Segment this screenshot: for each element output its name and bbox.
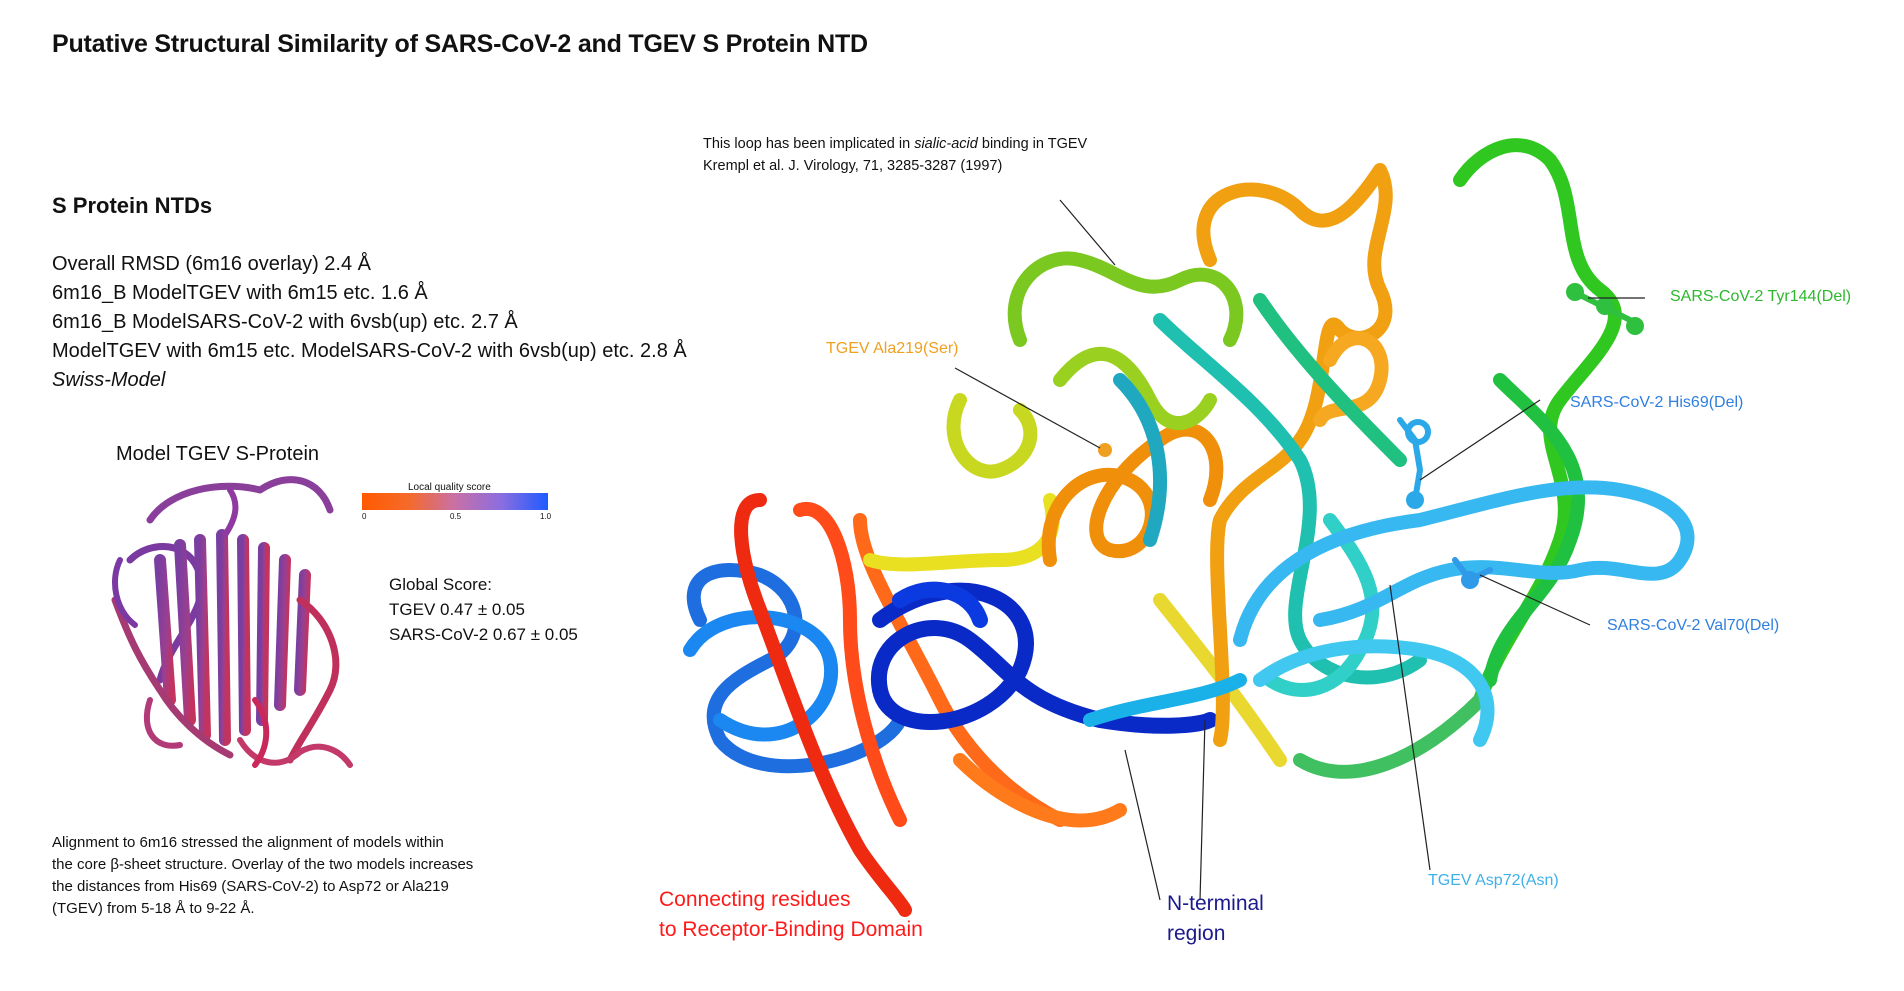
label-val70: SARS-CoV-2 Val70(Del) <box>1607 617 1780 634</box>
note-line: the core β-sheet structure. Overlay of t… <box>52 856 474 873</box>
ntd-overlay-structure <box>683 138 1695 917</box>
label-asp72: TGEV Asp72(Asn) <box>1428 872 1559 889</box>
rmsd-overall: Overall RMSD (6m16 overlay) 2.4 Å <box>52 253 371 275</box>
quality-scale-title: Local quality score <box>408 482 491 493</box>
model-title: Model TGEV S-Protein <box>116 443 320 465</box>
alignment-note: Alignment to 6m16 stressed the alignment… <box>52 832 473 920</box>
label-his69: SARS-CoV-2 His69(Del) <box>1570 394 1744 411</box>
label-tyr144: SARS-CoV-2 Tyr144(Del) <box>1670 288 1852 305</box>
quality-tick-0: 0 <box>362 512 367 521</box>
loop-note-text: binding in TGEV <box>977 136 1088 152</box>
note-line: Alignment to 6m16 stressed the alignment… <box>52 834 444 851</box>
loop-note-text: This loop has been implicated in <box>703 136 915 152</box>
global-score-sars: SARS-CoV-2 0.67 ± 0.05 <box>389 625 578 644</box>
label-connecting-residues: Connecting residues to Receptor-Binding … <box>659 885 923 945</box>
nterm-line-1: N-terminal <box>1167 892 1264 915</box>
global-score: Global Score: TGEV 0.47 ± 0.05 SARS-CoV-… <box>389 572 578 647</box>
rmsd-models: ModelTGEV with 6m15 etc. ModelSARS-CoV-2… <box>52 340 687 362</box>
nterm-line-2: region <box>1167 922 1226 945</box>
connecting-line-1: Connecting residues <box>659 888 851 911</box>
global-score-tgev: TGEV 0.47 ± 0.05 <box>389 600 525 619</box>
method-source: Swiss-Model <box>52 369 166 391</box>
loop-annotation: This loop has been implicated in sialic-… <box>703 133 1087 177</box>
label-ala219: TGEV Ala219(Ser) <box>826 340 959 357</box>
note-line: (TGEV) from 5-18 Å to 9-22 Å. <box>52 900 255 917</box>
loop-note-citation: Krempl et al. J. Virology, 71, 3285-3287… <box>703 158 1003 174</box>
section-heading: S Protein NTDs <box>52 193 213 218</box>
connecting-line-2: to Receptor-Binding Domain <box>659 918 923 941</box>
rmsd-sars: 6m16_B ModelSARS-CoV-2 with 6vsb(up) etc… <box>52 311 518 333</box>
page-title: Putative Structural Similarity of SARS-C… <box>52 30 868 58</box>
quality-color-bar <box>362 493 548 510</box>
global-score-title: Global Score: <box>389 575 492 594</box>
tgev-model-image <box>111 476 353 768</box>
rmsd-tgev: 6m16_B ModelTGEV with 6m15 etc. 1.6 Å <box>52 282 428 304</box>
annotation-leader-lines <box>954 199 1645 901</box>
quality-tick-mid: 0.5 <box>450 512 462 521</box>
label-n-terminal: N-terminal region <box>1167 889 1264 949</box>
quality-tick-1: 1.0 <box>540 512 552 521</box>
rmsd-stats: Overall RMSD (6m16 overlay) 2.4 Å 6m16_B… <box>52 250 687 395</box>
loop-note-emphasis: sialic-acid <box>914 136 978 152</box>
note-line: the distances from His69 (SARS-CoV-2) to… <box>52 878 449 895</box>
